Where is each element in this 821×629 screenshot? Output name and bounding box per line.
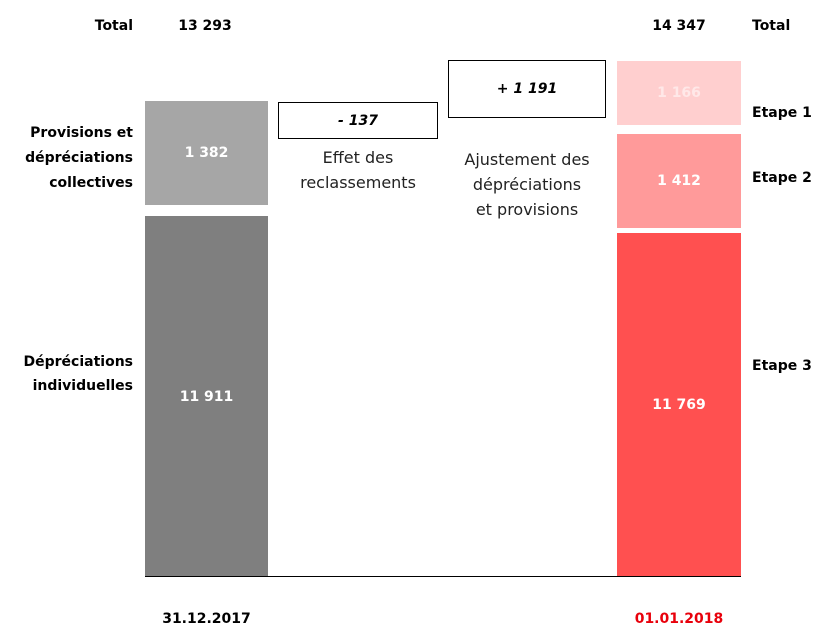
segment: 11 769: [617, 233, 741, 577]
segment-label: Dépréciations: [23, 354, 134, 370]
segment-label: individuelles: [32, 378, 133, 394]
segment-label: Etape 3: [752, 358, 812, 374]
segment: 1 166: [617, 61, 741, 125]
segment-label: Provisions et: [30, 125, 133, 141]
segment-label: collectives: [49, 175, 133, 191]
adjustment-label: dépréciations: [472, 175, 582, 194]
date: 31.12.2017: [162, 611, 251, 627]
total-value: 14 347: [652, 18, 706, 34]
segment-label: Etape 2: [752, 170, 812, 186]
segment: 11 911: [145, 216, 268, 577]
segment: 1 412: [617, 134, 741, 228]
total-value: 13 293: [178, 18, 232, 34]
segment-label: Etape 1: [752, 105, 812, 121]
adjustment-label: Effet des: [322, 148, 394, 167]
adjustment-value: + 1 191: [448, 60, 606, 118]
adjustment-value: - 137: [278, 102, 438, 139]
total-label: Total: [94, 18, 133, 34]
segment: 1 382: [145, 101, 268, 205]
total-label: Total: [752, 18, 791, 34]
adjustment-label: reclassements: [300, 173, 416, 192]
baseline: [145, 576, 741, 577]
adjustment-label: Ajustement des: [464, 150, 590, 169]
date: 01.01.2018: [634, 611, 724, 627]
adjustment-label: et provisions: [475, 200, 579, 219]
segment-label: dépréciations: [25, 150, 133, 166]
